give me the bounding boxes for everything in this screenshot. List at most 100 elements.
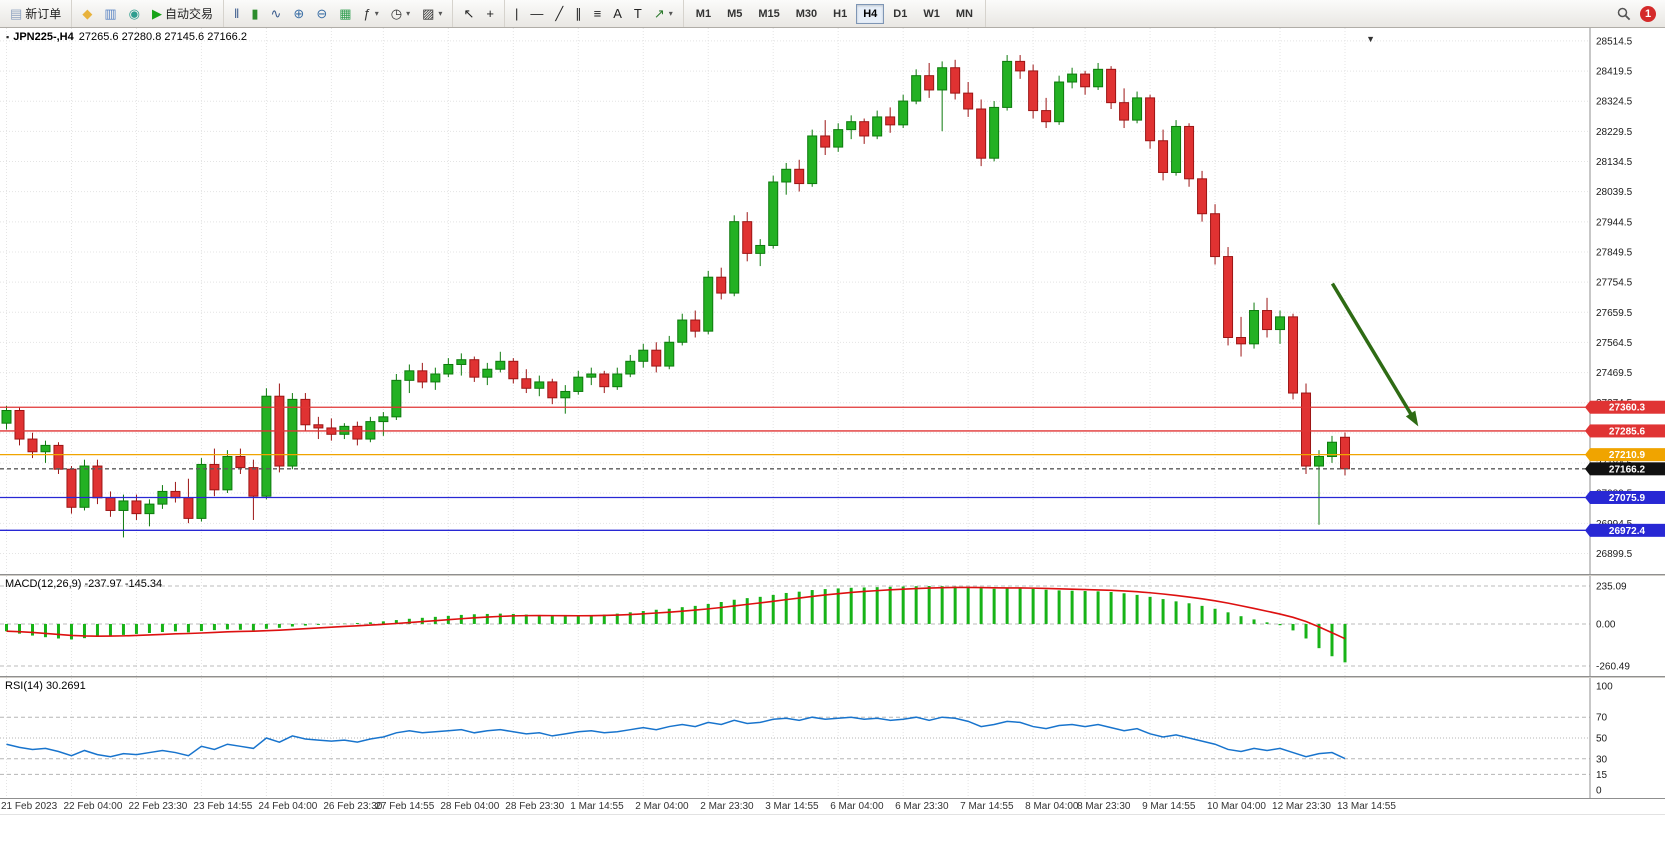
- timeframe-h4[interactable]: H4: [856, 3, 885, 24]
- label-button[interactable]: T: [629, 3, 647, 25]
- trend-arrow[interactable]: [1330, 282, 1419, 427]
- time-label: 28 Feb 23:30: [505, 801, 565, 812]
- toolbar-group: ◆ ▥ ◉ ▶ 自动交易: [72, 0, 224, 27]
- time-axis[interactable]: 21 Feb 2023 22 Feb 04:00 22 Feb 23:30 23 Fe…: [0, 798, 1665, 814]
- time-label: 7 Mar 14:55: [960, 801, 1014, 812]
- chart-title: ▪ JPN225-,H4 27265.6 27280.8 27145.6 27166…: [6, 31, 247, 43]
- candle-body: [1080, 73, 1091, 88]
- candle-body: [352, 425, 363, 440]
- macd-histogram: [4, 586, 1347, 663]
- toolbar-right: 1: [1608, 0, 1665, 27]
- time-label: 23 Feb 14:55: [193, 801, 253, 812]
- timeframe-mn[interactable]: MN: [955, 7, 973, 20]
- candle-body: [586, 373, 597, 378]
- cursor-icon: ↖: [463, 6, 475, 21]
- fibonacci-button[interactable]: ≡: [589, 3, 607, 25]
- candle-body: [131, 500, 142, 515]
- rsi-grid: [0, 678, 1590, 798]
- time-label: 24 Feb 04:00: [258, 801, 318, 812]
- clock-icon: ◷: [390, 6, 403, 21]
- candle-body: [1301, 392, 1312, 467]
- time-label: 13 Mar 14:55: [1337, 801, 1396, 812]
- mql5-community-button[interactable]: ◉: [124, 3, 145, 25]
- text-button[interactable]: A: [608, 3, 627, 25]
- auto-trading-button[interactable]: ▶ 自动交易: [147, 3, 218, 25]
- price-chart-svg[interactable]: 28514.5 28419.5 28324.5 28229.5 28134.5 28039…: [0, 28, 1665, 574]
- svg-text:27944.5: 27944.5: [1596, 217, 1633, 228]
- candle-body: [248, 467, 259, 497]
- notification-badge[interactable]: 1: [1640, 5, 1656, 22]
- indicators-button[interactable]: ƒ ▾: [359, 3, 384, 25]
- toolbar-group: ▤ 新订单: [0, 0, 73, 27]
- chevron-down-icon: ▾: [374, 9, 379, 18]
- tools-icon: ◆: [82, 6, 93, 21]
- tile-windows-button[interactable]: ▦: [334, 3, 356, 25]
- time-label: 2 Mar 23:30: [700, 801, 754, 812]
- crosshair-icon: +: [486, 6, 494, 21]
- macd-grid: [0, 576, 1590, 676]
- candle-body: [1210, 213, 1221, 258]
- macd-chart-svg[interactable]: 235.09 0.00 -260.49: [0, 576, 1665, 676]
- templates-button[interactable]: ▨ ▾: [417, 3, 447, 25]
- rsi-axis[interactable]: 100 70 50 30 15 0: [1589, 678, 1613, 798]
- chart-shift-marker[interactable]: ▼: [1366, 34, 1375, 44]
- candle-body: [612, 373, 623, 388]
- new-chart-button[interactable]: ▥: [99, 3, 121, 25]
- candle-body: [1236, 336, 1247, 345]
- tile-windows-icon: ▦: [339, 6, 352, 21]
- timeframe-m15[interactable]: M15: [758, 7, 780, 20]
- line-chart-button[interactable]: ∿: [266, 3, 287, 25]
- candle-body: [872, 116, 883, 137]
- horizontal-line-button[interactable]: —: [525, 3, 548, 25]
- panel-splitter[interactable]: [0, 676, 1665, 678]
- candle-body: [1015, 60, 1026, 72]
- timeframe-m1[interactable]: M1: [695, 7, 712, 20]
- price-axis[interactable]: 28514.5 28419.5 28324.5 28229.5 28134.5 28039…: [1585, 28, 1665, 574]
- svg-text:27166.2: 27166.2: [1609, 464, 1646, 475]
- trendline-button[interactable]: ╱: [550, 3, 568, 25]
- timeframe-m5[interactable]: M5: [727, 7, 743, 20]
- candle-body: [404, 370, 415, 381]
- candle-body: [1132, 97, 1143, 121]
- candle-body: [573, 376, 584, 392]
- zoom-in-button[interactable]: ⊕: [288, 3, 309, 25]
- candle-body: [950, 67, 961, 94]
- bar-chart-button[interactable]: ‖: [229, 3, 244, 25]
- search-icon[interactable]: [1617, 7, 1631, 21]
- channel-button[interactable]: ∥: [570, 3, 587, 25]
- vertical-line-button[interactable]: |: [510, 3, 523, 25]
- candle-body: [846, 121, 857, 131]
- macd-label: MACD(12,26,9) -237.97 -145.34: [5, 578, 163, 590]
- crosshair-button[interactable]: +: [481, 3, 499, 25]
- candle-body: [521, 378, 532, 389]
- candle-body: [391, 379, 402, 418]
- arrows-button[interactable]: ↗ ▾: [649, 3, 678, 25]
- timeframe-d1[interactable]: D1: [893, 7, 908, 20]
- rsi-chart-svg[interactable]: 100 70 50 30 15 0: [0, 678, 1665, 798]
- periods-button[interactable]: ◷ ▾: [386, 3, 415, 25]
- timeframe-m30[interactable]: M30: [795, 7, 818, 20]
- candle-body: [1171, 125, 1182, 173]
- cursor-button[interactable]: ↖: [458, 3, 479, 25]
- candle-body: [534, 381, 545, 389]
- candle-body: [1028, 70, 1039, 112]
- candle-body: [703, 276, 714, 332]
- candle-body: [560, 390, 571, 399]
- new-order-button[interactable]: ▤ 新订单: [5, 3, 66, 25]
- macd-axis[interactable]: 235.09 0.00 -260.49: [1589, 576, 1630, 676]
- chart-window: 28514.5 28419.5 28324.5 28229.5 28134.5 28039…: [0, 28, 1665, 846]
- candlestick-chart-button[interactable]: ▮: [246, 3, 263, 25]
- metaeditor-button[interactable]: ◆: [77, 3, 97, 25]
- zoom-in-icon: ⊕: [293, 6, 305, 21]
- zoom-out-button[interactable]: ⊖: [311, 3, 332, 25]
- candle-body: [1327, 441, 1338, 458]
- time-label: 10 Mar 04:00: [1207, 801, 1266, 812]
- timeframe-h1[interactable]: H1: [833, 7, 848, 20]
- candle-body: [1314, 456, 1325, 467]
- chart-title-icon: ▪: [6, 32, 10, 42]
- timeframe-w1[interactable]: W1: [923, 7, 940, 20]
- candle-body: [144, 503, 155, 515]
- candle-body: [27, 438, 38, 453]
- candle-body: [1340, 436, 1351, 470]
- panel-splitter[interactable]: [0, 574, 1665, 576]
